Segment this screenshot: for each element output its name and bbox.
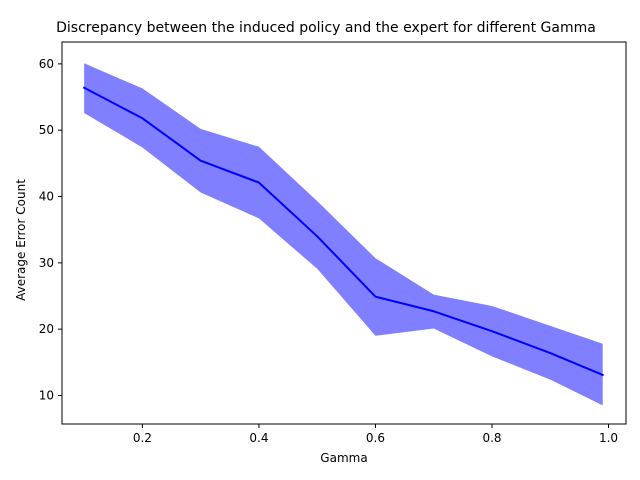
axes-frame — [61, 41, 627, 425]
y-tick-label: 60 — [39, 57, 54, 71]
plot-area — [61, 41, 627, 425]
y-tick-label: 50 — [39, 123, 54, 137]
x-tick-label: 0.6 — [366, 431, 385, 445]
y-tick-label: 30 — [39, 256, 54, 270]
y-tick-label: 20 — [39, 322, 54, 336]
axis-ticks: 0.2 0.4 0.6 0.8 1.0 10 20 30 40 50 60 — [39, 57, 618, 445]
x-tick-label: 0.4 — [249, 431, 268, 445]
mean-line — [82, 86, 604, 377]
y-tick-label: 10 — [39, 388, 54, 402]
y-axis-label: Average Error Count — [14, 179, 28, 301]
x-tick-label: 1.0 — [599, 431, 618, 445]
y-tick-label: 40 — [39, 190, 54, 204]
x-tick-label: 0.8 — [482, 431, 501, 445]
x-axis-label: Gamma — [320, 451, 367, 465]
chart-title: Discrepancy between the induced policy a… — [56, 20, 596, 36]
x-tick-label: 0.2 — [133, 431, 152, 445]
confidence-band — [84, 63, 603, 406]
